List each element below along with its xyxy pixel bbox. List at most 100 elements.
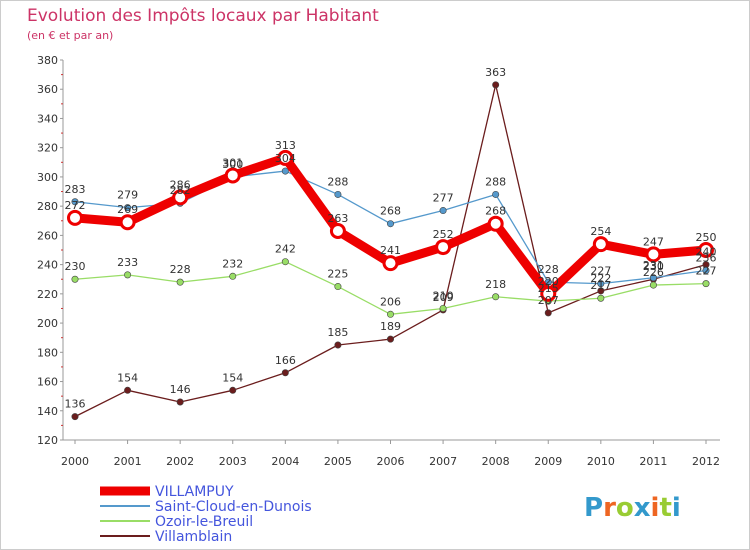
x-tick-label: 2000 [61, 455, 89, 468]
data-label: 242 [275, 243, 296, 256]
x-tick-label: 2006 [377, 455, 405, 468]
data-point [124, 386, 132, 394]
data-label: 313 [275, 139, 296, 152]
data-point [281, 167, 289, 175]
series-layer [67, 81, 714, 421]
x-tick-label: 2003 [219, 455, 247, 468]
data-label: 268 [485, 205, 506, 218]
data-point [492, 81, 500, 89]
data-label: 277 [433, 192, 454, 205]
data-label: 300 [222, 158, 243, 171]
data-label: 225 [327, 268, 348, 281]
data-point [71, 275, 79, 283]
data-label: 215 [538, 282, 559, 295]
data-point [334, 341, 342, 349]
data-point [386, 335, 394, 343]
data-label: 207 [538, 294, 559, 307]
x-tick-label: 2009 [534, 455, 562, 468]
data-point [334, 190, 342, 198]
data-point [698, 242, 714, 258]
proxiti-logo: Proxiti [584, 493, 681, 523]
x-tick-label: 2005 [324, 455, 352, 468]
data-label: 233 [117, 256, 138, 269]
y-tick-label: 360 [37, 83, 58, 96]
data-label: 252 [433, 228, 454, 241]
legend-label: VILLAMPUY [155, 484, 234, 500]
legend: VILLAMPUYSaint-Cloud-en-DunoisOzoir-le-B… [100, 484, 312, 545]
y-tick-label: 140 [37, 405, 58, 418]
data-point [71, 198, 79, 206]
data-point [119, 214, 136, 231]
data-label: 227 [696, 265, 717, 278]
x-tick-label: 2002 [166, 455, 194, 468]
legend-label: Villamblain [155, 529, 232, 545]
data-point [492, 190, 500, 198]
data-label: 301 [222, 156, 243, 169]
data-label: 288 [327, 175, 348, 188]
y-tick-label: 260 [37, 229, 58, 242]
data-label: 247 [643, 235, 664, 248]
data-point [224, 167, 241, 184]
x-tick-label: 2011 [639, 455, 667, 468]
data-point [492, 293, 500, 301]
data-point [592, 236, 609, 253]
x-tick-label: 2008 [482, 455, 510, 468]
data-point [281, 369, 289, 377]
data-label: 146 [170, 383, 191, 396]
data-point [124, 271, 132, 279]
data-point [281, 258, 289, 266]
data-label: 232 [222, 257, 243, 270]
data-label: 230 [643, 260, 664, 273]
data-point [649, 281, 657, 289]
data-label: 279 [117, 189, 138, 202]
y-tick-label: 180 [37, 346, 58, 359]
chart-title: Evolution des Impôts locaux par Habitant [27, 6, 379, 26]
data-label: 206 [380, 295, 401, 308]
legend-label: Saint-Cloud-en-Dunois [155, 499, 312, 515]
data-label: 218 [485, 278, 506, 291]
data-label: 217 [590, 279, 611, 292]
data-label: 136 [65, 398, 86, 411]
data-label: 189 [380, 320, 401, 333]
data-point [382, 255, 399, 272]
data-label: 236 [696, 251, 717, 264]
data-point [487, 215, 504, 232]
data-label: 226 [643, 266, 664, 279]
x-tick-label: 2004 [271, 455, 299, 468]
data-label: 254 [590, 225, 611, 238]
data-label: 286 [170, 178, 191, 191]
data-label: 268 [380, 205, 401, 218]
data-point [597, 280, 605, 288]
logo-text: Proxiti [584, 493, 681, 523]
x-tick-label: 2007 [429, 455, 457, 468]
data-point [702, 280, 710, 288]
data-label: 185 [327, 326, 348, 339]
data-label: 240 [696, 246, 717, 259]
y-tick-label: 200 [37, 317, 58, 330]
data-label: 154 [117, 371, 138, 384]
data-point [435, 239, 452, 256]
data-point [386, 310, 394, 318]
data-point [702, 266, 710, 274]
data-label: 231 [643, 259, 664, 272]
data-point [329, 223, 346, 239]
data-label: 363 [485, 66, 506, 79]
y-tick-label: 340 [37, 112, 58, 125]
data-label: 241 [380, 244, 401, 257]
y-tick-label: 220 [37, 288, 58, 301]
data-label: 283 [65, 183, 86, 196]
data-label: 304 [275, 152, 296, 165]
data-label: 288 [485, 175, 506, 188]
y-tick-label: 320 [37, 142, 58, 155]
data-point [540, 285, 557, 302]
x-tick-label: 2012 [692, 455, 720, 468]
data-label: 222 [590, 272, 611, 285]
y-tick-label: 300 [37, 171, 58, 184]
data-label: 272 [65, 199, 86, 212]
data-point [544, 309, 552, 317]
chart-subtitle: (en € et par an) [27, 29, 113, 42]
data-label: 209 [433, 291, 454, 304]
data-label: 154 [222, 371, 243, 384]
